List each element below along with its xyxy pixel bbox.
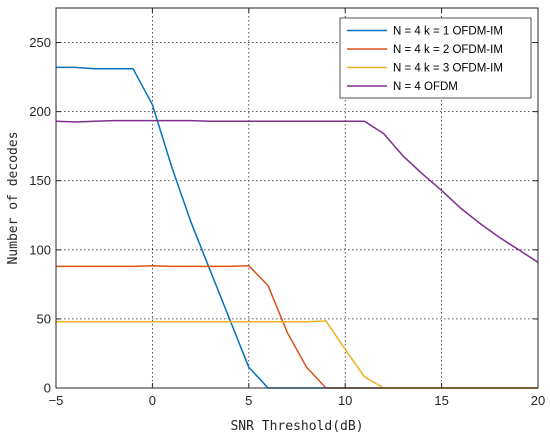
y-tick-label: 150: [29, 173, 51, 188]
y-tick-label: 100: [29, 242, 51, 257]
x-axis-label: SNR Threshold(dB): [230, 419, 363, 434]
x-tick-label: 5: [245, 393, 252, 408]
legend-label: N = 4 k = 3 OFDM-IM: [393, 63, 503, 75]
grid-lines: [56, 8, 538, 388]
legend-label: N = 4 k = 1 OFDM-IM: [393, 26, 503, 38]
legend-label: N = 4 k = 2 OFDM-IM: [393, 44, 503, 56]
legend-box: [339, 17, 532, 99]
x-tick-label: −5: [49, 393, 64, 408]
x-tick-label: 20: [531, 393, 545, 408]
series-line-4: [55, 119, 539, 263]
y-tick-label: 50: [37, 311, 51, 326]
x-tick-label: 10: [338, 393, 352, 408]
y-tick-label: 0: [44, 381, 51, 396]
legend-label: N = 4 OFDM: [393, 81, 458, 93]
y-axis-label: Number of decodes: [6, 131, 21, 264]
y-tick-label: 250: [29, 35, 51, 50]
plot-frame: [55, 7, 539, 389]
y-tick-label: 200: [29, 104, 51, 119]
axis-ticks: [55, 8, 539, 389]
legend: N = 4 k = 1 OFDM-IM N = 4 k = 2 OFDM-IM N …: [339, 17, 532, 99]
x-tick-label: 0: [149, 393, 156, 408]
x-tick-label: 15: [434, 393, 448, 408]
